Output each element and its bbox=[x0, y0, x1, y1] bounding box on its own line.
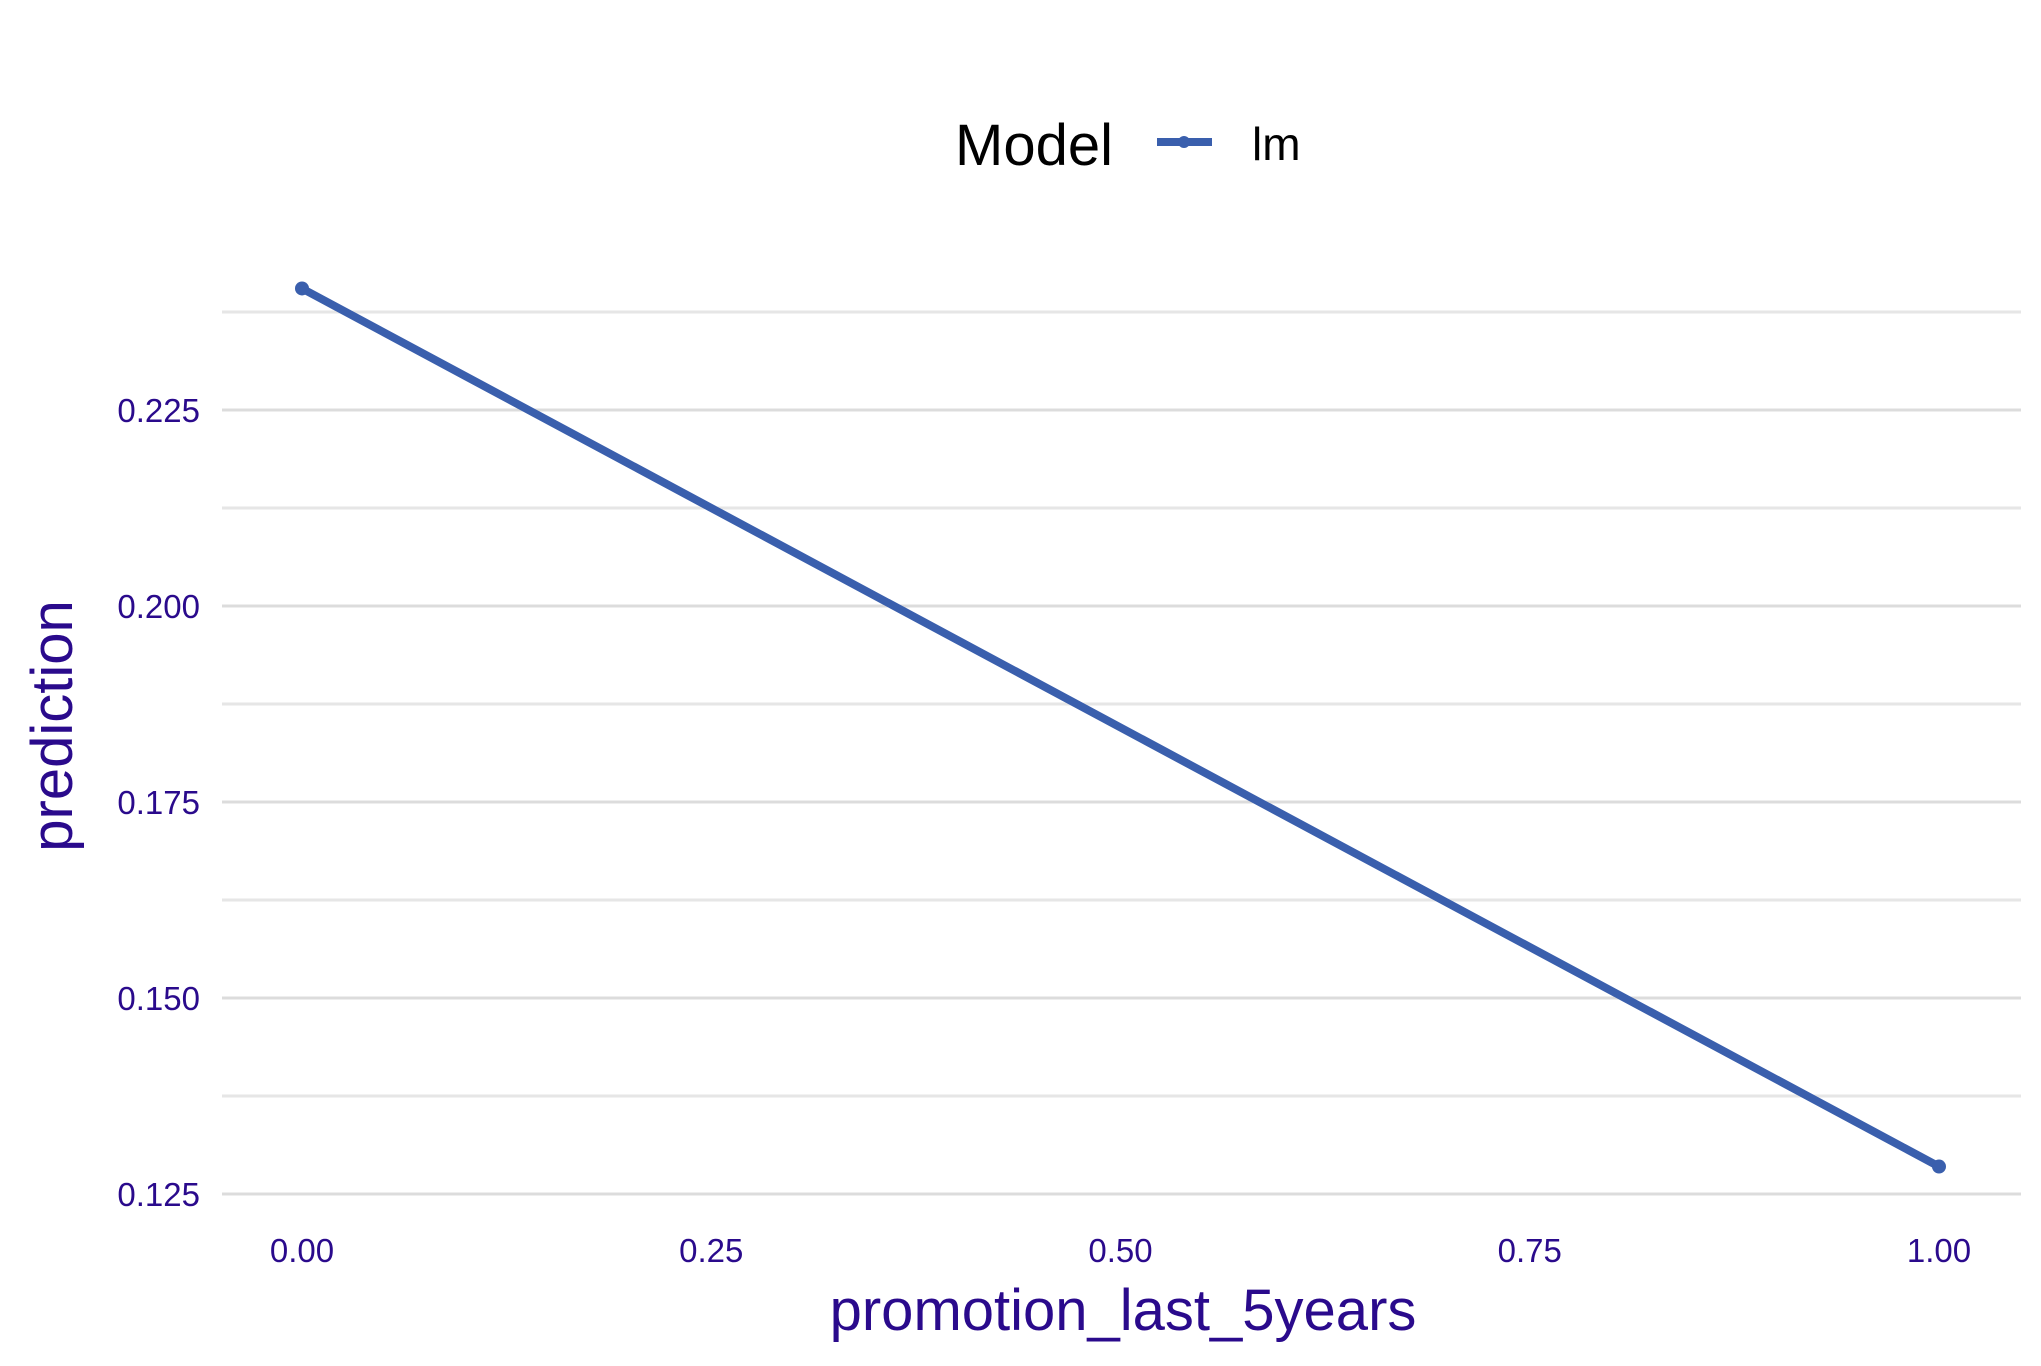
legend-key-point bbox=[1178, 136, 1190, 148]
x-tick-label: 1.00 bbox=[1907, 1232, 1971, 1269]
y-tick-label: 0.200 bbox=[117, 588, 200, 625]
data-point bbox=[1932, 1159, 1946, 1174]
legend-title: Model bbox=[955, 113, 1113, 178]
gridlines bbox=[222, 310, 2021, 1196]
y-axis-title: prediction bbox=[20, 600, 85, 851]
y-axis-ticks: 0.125 0.150 0.175 0.200 0.225 bbox=[117, 392, 200, 1213]
x-tick-label: 0.00 bbox=[270, 1232, 334, 1269]
y-tick-label: 0.175 bbox=[117, 784, 200, 821]
x-axis-title: promotion_last_5years bbox=[830, 1278, 1417, 1343]
x-tick-label: 0.50 bbox=[1088, 1232, 1152, 1269]
x-tick-label: 0.25 bbox=[679, 1232, 743, 1269]
series-line-lm bbox=[298, 284, 1943, 1171]
series-layer bbox=[295, 281, 1946, 1174]
x-tick-label: 0.75 bbox=[1498, 1232, 1562, 1269]
legend: Model lm bbox=[955, 113, 1301, 178]
legend-entry-label: lm bbox=[1252, 118, 1301, 170]
y-tick-label: 0.225 bbox=[117, 392, 200, 429]
y-tick-label: 0.125 bbox=[117, 1176, 200, 1213]
y-tick-label: 0.150 bbox=[117, 980, 200, 1017]
x-axis-ticks: 0.00 0.25 0.50 0.75 1.00 bbox=[270, 1232, 1971, 1269]
data-point bbox=[295, 281, 309, 296]
